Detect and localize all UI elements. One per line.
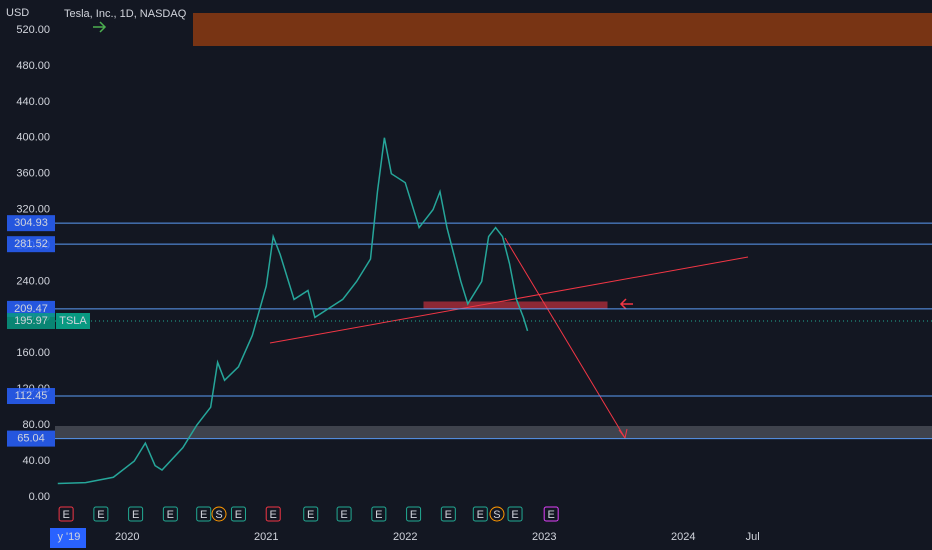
y-tick-label: 0.00 bbox=[29, 491, 50, 503]
event-marker bbox=[230, 506, 246, 522]
event-marker bbox=[303, 506, 319, 522]
event-label: E bbox=[375, 509, 382, 521]
level-label: 281.52 bbox=[14, 238, 48, 250]
x-tick-label: 2022 bbox=[393, 531, 417, 543]
event-marker bbox=[93, 506, 109, 522]
level-label-box bbox=[7, 388, 55, 405]
event-marker bbox=[371, 506, 387, 522]
y-tick-label: 320.00 bbox=[16, 204, 50, 216]
symbol-label: TSLA bbox=[59, 315, 87, 327]
event-label: E bbox=[270, 509, 277, 521]
event-label: E bbox=[62, 509, 69, 521]
level-label-box bbox=[7, 300, 55, 317]
projection-arrow bbox=[504, 237, 626, 439]
y-tick-label: 40.00 bbox=[22, 455, 50, 467]
level-label: 65.04 bbox=[17, 433, 45, 445]
event-label: E bbox=[200, 509, 207, 521]
event-marker bbox=[406, 506, 422, 522]
symbol-box bbox=[56, 313, 90, 330]
level-label: 304.93 bbox=[14, 217, 48, 229]
event-marker bbox=[58, 506, 74, 522]
price-line bbox=[57, 137, 529, 485]
event-label: E bbox=[445, 509, 452, 521]
level-label: 209.47 bbox=[14, 303, 48, 315]
event-marker bbox=[336, 506, 352, 522]
event-label: E bbox=[410, 509, 417, 521]
event-label: S bbox=[493, 509, 500, 521]
x-tick-label: Jul bbox=[746, 531, 760, 543]
event-marker bbox=[472, 506, 488, 522]
event-label: E bbox=[548, 509, 555, 521]
level-label: 195.97 bbox=[14, 315, 48, 327]
support-zone bbox=[55, 426, 932, 438]
annotations bbox=[55, 13, 932, 440]
event-marker bbox=[211, 506, 227, 522]
left-arrow bbox=[619, 298, 633, 310]
event-marker bbox=[162, 506, 178, 522]
event-marker bbox=[265, 506, 281, 522]
event-label: E bbox=[167, 509, 174, 521]
event-marker bbox=[543, 506, 559, 522]
event-label: E bbox=[307, 509, 314, 521]
currency: USD bbox=[6, 7, 29, 19]
trend-line bbox=[269, 256, 749, 344]
y-tick-label: 520.00 bbox=[16, 24, 50, 36]
event-marker bbox=[196, 506, 212, 522]
level-label-box bbox=[7, 236, 55, 253]
level-label: 112.45 bbox=[15, 390, 48, 402]
x-tick-label: y '19 bbox=[57, 531, 80, 543]
resistance-zone bbox=[193, 13, 932, 46]
level-label-box bbox=[7, 430, 55, 447]
x-tick-label: 2023 bbox=[532, 531, 556, 543]
event-marker bbox=[489, 506, 505, 522]
event-marker bbox=[128, 506, 144, 522]
event-label: E bbox=[235, 509, 242, 521]
crosshair-date-box bbox=[50, 528, 86, 548]
right-arrow bbox=[93, 21, 107, 33]
event-label: E bbox=[340, 509, 347, 521]
event-label: E bbox=[97, 509, 104, 521]
x-tick-label: 2021 bbox=[254, 531, 278, 543]
event-label: S bbox=[215, 509, 222, 521]
event-marker bbox=[507, 506, 523, 522]
y-tick-label: 440.00 bbox=[16, 96, 50, 108]
level-label-box bbox=[7, 215, 55, 232]
y-tick-label: 80.00 bbox=[22, 419, 50, 431]
y-tick-label: 240.00 bbox=[16, 275, 50, 287]
event-label: E bbox=[477, 509, 484, 521]
level-label-box bbox=[7, 313, 55, 330]
arrow-head bbox=[618, 428, 628, 440]
chart-title: Tesla, Inc., 1D, NASDAQ bbox=[64, 8, 187, 20]
y-tick-label: 400.00 bbox=[16, 132, 50, 144]
y-tick-label: 360.00 bbox=[16, 168, 50, 180]
y-tick-label: 160.00 bbox=[16, 347, 50, 359]
event-label: E bbox=[511, 509, 518, 521]
y-tick-label: 480.00 bbox=[16, 60, 50, 72]
x-tick-label: 2020 bbox=[115, 531, 139, 543]
event-marker bbox=[440, 506, 456, 522]
event-label: E bbox=[132, 509, 139, 521]
x-tick-label: 2024 bbox=[671, 531, 695, 543]
demand-box bbox=[423, 301, 608, 309]
